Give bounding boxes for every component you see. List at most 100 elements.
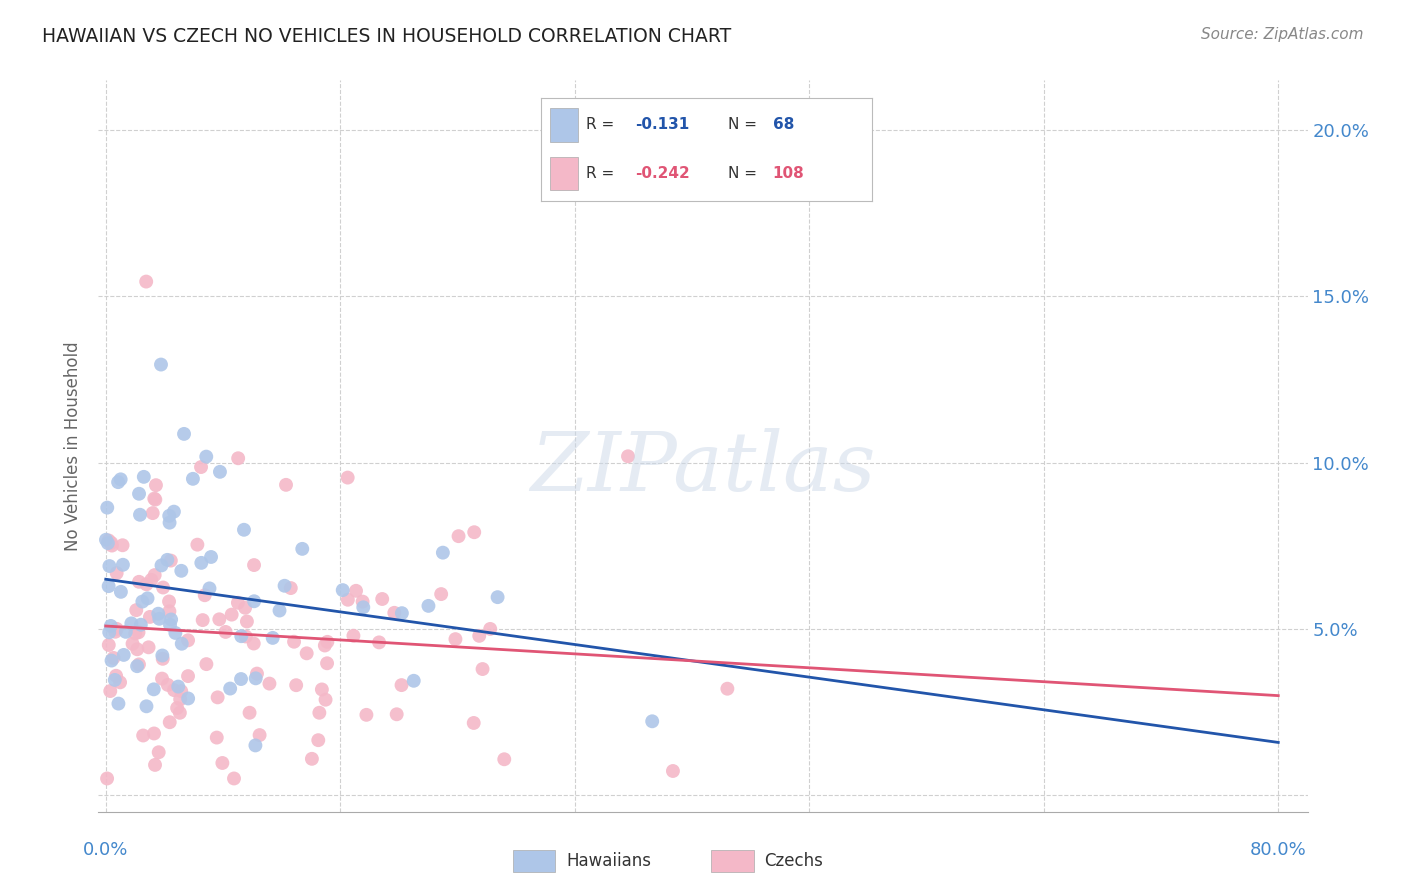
Point [316,635,339,649]
Point [157,604,180,618]
Point [173,426,195,441]
Point [148,745,170,759]
Point [195,657,218,672]
Point [221,607,243,622]
Point [262,631,284,645]
Point [114,624,136,639]
Point [159,516,181,530]
Point [617,450,640,464]
Point [163,683,186,698]
Point [246,666,269,681]
Point [190,556,212,570]
Point [307,733,329,747]
Point [104,624,127,639]
Point [177,691,200,706]
Point [177,633,200,648]
Text: N =: N = [728,117,762,132]
Point [100,536,122,550]
Point [352,600,374,615]
Point [159,553,181,567]
Point [662,764,685,778]
Point [127,642,149,657]
Point [111,538,134,552]
Point [120,616,142,631]
Point [273,579,295,593]
Point [315,692,337,706]
Point [468,629,491,643]
Point [150,648,173,663]
Point [236,615,259,629]
Point [211,756,233,770]
Point [356,707,378,722]
Point [103,651,125,665]
Point [111,558,134,572]
Point [163,505,186,519]
Point [100,654,122,668]
Point [101,539,124,553]
Point [716,681,738,696]
Point [332,583,354,598]
Point [382,606,405,620]
Text: -0.131: -0.131 [636,117,690,132]
Text: HAWAIIAN VS CZECH NO VEHICLES IN HOUSEHOLD CORRELATION CHART: HAWAIIAN VS CZECH NO VEHICLES IN HOUSEHO… [42,27,731,45]
Point [229,672,252,686]
Point [98,625,121,640]
Point [190,460,212,475]
Point [125,603,148,617]
Point [143,758,166,772]
Point [308,706,330,720]
Point [336,470,359,484]
Point [159,617,181,632]
Point [150,358,173,372]
Point [128,487,150,501]
Point [152,652,174,666]
Point [169,692,191,706]
Point [150,558,173,573]
Point [231,629,253,643]
Point [391,606,413,620]
Point [166,701,188,715]
Point [314,639,336,653]
Point [159,715,181,730]
Point [177,669,200,683]
Point [447,529,470,543]
Point [205,731,228,745]
Point [198,582,221,596]
Point [222,772,245,786]
Text: 80.0%: 80.0% [1250,841,1306,859]
Point [129,617,152,632]
Point [139,610,162,624]
Point [249,728,271,742]
Y-axis label: No Vehicles in Household: No Vehicles in Household [65,341,83,551]
Point [219,681,242,696]
Point [143,492,166,507]
Point [167,680,190,694]
FancyBboxPatch shape [711,849,754,872]
Point [128,574,150,589]
Point [156,678,179,692]
Point [94,533,117,547]
Point [371,592,394,607]
Point [150,672,173,686]
Point [235,630,257,644]
Point [141,573,163,587]
Point [136,591,159,606]
Point [145,478,167,492]
Point [127,659,149,673]
Point [97,579,120,593]
Point [170,637,193,651]
Point [486,590,509,604]
Point [186,538,208,552]
Point [233,600,256,615]
Point [107,697,129,711]
Point [352,594,374,608]
FancyBboxPatch shape [513,849,555,872]
Point [368,635,391,649]
Point [207,690,229,705]
Point [152,581,174,595]
Point [463,715,485,730]
Point [156,553,179,567]
Point [132,729,155,743]
Point [128,657,150,672]
Point [110,472,132,486]
